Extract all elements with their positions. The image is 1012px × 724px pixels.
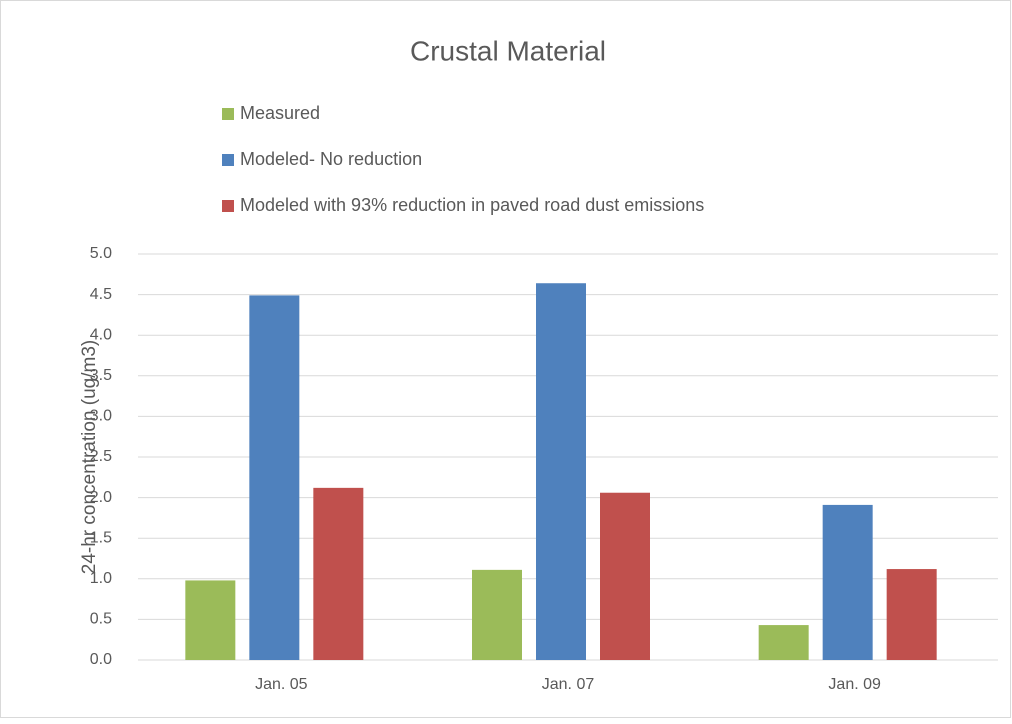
bar: [600, 492, 650, 660]
bar: [249, 295, 300, 660]
legend-swatch: [222, 154, 234, 166]
bar: [758, 625, 809, 660]
bar: [185, 580, 236, 660]
bar: [822, 504, 873, 660]
y-tick-label: 1.5: [90, 529, 112, 546]
x-tick-label: Jan. 09: [828, 676, 881, 693]
y-axis-label: 24-hr concentration (ug/m3): [79, 340, 100, 574]
x-tick-label: Jan. 07: [542, 676, 595, 693]
y-tick-label: 0.0: [90, 651, 112, 668]
y-tick-label: 4.0: [90, 326, 112, 343]
y-tick-label: 4.5: [90, 286, 112, 303]
legend-label: Measured: [240, 103, 320, 123]
y-tick-label: 2.5: [90, 448, 112, 465]
legend-label: Modeled with 93% reduction in paved road…: [240, 195, 704, 215]
chart-title: Crustal Material: [410, 35, 606, 66]
bar: [536, 283, 586, 660]
bar: [886, 569, 937, 660]
bar: [472, 569, 522, 660]
y-tick-label: 3.5: [90, 367, 112, 384]
legend-swatch: [222, 108, 234, 120]
y-tick-label: 0.5: [90, 611, 112, 628]
y-tick-label: 1.0: [90, 570, 112, 587]
bar: [313, 487, 364, 660]
y-tick-label: 3.0: [90, 408, 112, 425]
legend-label: Modeled- No reduction: [240, 149, 422, 169]
x-tick-label: Jan. 05: [255, 676, 308, 693]
legend-swatch: [222, 200, 234, 212]
y-tick-label: 5.0: [90, 245, 112, 262]
y-tick-label: 2.0: [90, 489, 112, 506]
